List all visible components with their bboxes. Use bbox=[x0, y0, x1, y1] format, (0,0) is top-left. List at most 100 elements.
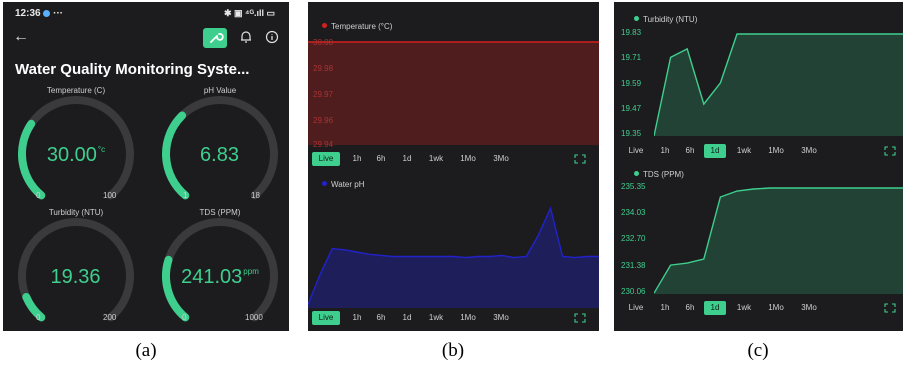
gauge-ph: pH Value 6.83 1 18 bbox=[155, 86, 285, 211]
range-1d[interactable]: 1d bbox=[402, 313, 412, 322]
range-1h[interactable]: 1h bbox=[352, 313, 362, 322]
range-1wk[interactable]: 1wk bbox=[736, 303, 752, 312]
gauge-min: 0 bbox=[182, 313, 187, 322]
range-6h[interactable]: 6h bbox=[376, 154, 386, 163]
range-3mo[interactable]: 3Mo bbox=[493, 313, 509, 322]
gauge-arc bbox=[162, 96, 278, 200]
range-live[interactable]: Live bbox=[312, 152, 340, 166]
charts-temperature-ph: Temperature (°C) 30.00 29.98 29.97 29.96… bbox=[308, 2, 599, 331]
notification-icon bbox=[43, 10, 51, 17]
range-1wk[interactable]: 1wk bbox=[428, 154, 444, 163]
gauge-max: 200 bbox=[103, 313, 117, 322]
range-live[interactable]: Live bbox=[628, 303, 644, 312]
gauge-temperature: Temperature (C) 30.00°c 0 100 bbox=[11, 86, 141, 211]
y-tick: 234.03 bbox=[621, 208, 646, 217]
gauge-label: Temperature (C) bbox=[46, 86, 106, 95]
range-1h[interactable]: 1h bbox=[660, 303, 670, 312]
info-icon[interactable] bbox=[265, 30, 279, 44]
charts-turbidity-tds: Turbidity (NTU) 19.83 19.71 19.59 19.47 … bbox=[614, 2, 903, 331]
range-live[interactable]: Live bbox=[628, 146, 644, 155]
gauge-min: 0 bbox=[36, 191, 41, 200]
gauge-min: 1 bbox=[183, 191, 188, 200]
gauge-max: 18 bbox=[251, 191, 260, 200]
range-3mo[interactable]: 3Mo bbox=[493, 154, 509, 163]
series-area bbox=[654, 188, 903, 294]
range-1h[interactable]: 1h bbox=[660, 146, 670, 155]
arrow-left-icon[interactable]: ← bbox=[13, 28, 29, 45]
caption-a: (a) bbox=[135, 340, 157, 361]
tds-chart bbox=[654, 187, 903, 294]
range-live[interactable]: Live bbox=[312, 311, 340, 325]
y-tick: 19.47 bbox=[621, 104, 642, 113]
range-1wk[interactable]: 1wk bbox=[736, 146, 752, 155]
page-title: Water Quality Monitoring Syste... bbox=[15, 61, 250, 78]
expand-icon[interactable] bbox=[884, 146, 896, 156]
gauge-value: 30.00°c bbox=[46, 144, 106, 166]
series-line bbox=[654, 33, 903, 137]
legend-dot bbox=[634, 171, 639, 176]
y-tick: 19.83 bbox=[621, 28, 642, 37]
y-tick: 231.38 bbox=[621, 261, 646, 270]
series-area bbox=[308, 208, 599, 308]
series-area bbox=[308, 42, 599, 145]
wrench-icon bbox=[210, 33, 224, 43]
y-tick: 29.96 bbox=[313, 116, 334, 125]
range-3mo[interactable]: 3Mo bbox=[801, 303, 817, 312]
expand-icon[interactable] bbox=[574, 154, 586, 164]
time-range-selector: Live 1h 6h 1d 1wk 1Mo 3Mo bbox=[312, 152, 512, 166]
gauge-fill bbox=[18, 119, 46, 200]
y-tick: 19.35 bbox=[621, 129, 642, 138]
range-1wk[interactable]: 1wk bbox=[428, 313, 444, 322]
y-tick: 235.35 bbox=[621, 182, 646, 191]
gauge-label: pH Value bbox=[203, 86, 237, 95]
gauge-label: TDS (PPM) bbox=[199, 208, 241, 217]
y-tick: 29.98 bbox=[313, 64, 334, 73]
range-1d[interactable]: 1d bbox=[402, 154, 412, 163]
range-1mo[interactable]: 1Mo bbox=[460, 154, 476, 163]
expand-icon[interactable] bbox=[574, 313, 586, 323]
gauge-min: 0 bbox=[36, 313, 41, 322]
caption-c: (c) bbox=[747, 340, 769, 361]
range-1d[interactable]: 1d bbox=[704, 144, 726, 158]
status-time: 12:36 ··· bbox=[15, 8, 64, 19]
range-1mo[interactable]: 1Mo bbox=[460, 313, 476, 322]
y-tick: 19.59 bbox=[621, 79, 642, 88]
range-1mo[interactable]: 1Mo bbox=[768, 303, 784, 312]
gauge-track bbox=[18, 218, 134, 322]
y-tick: 30.00 bbox=[313, 38, 334, 47]
ph-chart bbox=[308, 206, 599, 308]
range-6h[interactable]: 6h bbox=[685, 146, 695, 155]
range-6h[interactable]: 6h bbox=[376, 313, 386, 322]
gauge-arc bbox=[162, 218, 278, 322]
range-3mo[interactable]: 3Mo bbox=[801, 146, 817, 155]
status-icons: ✱ ▣ ⁴ᴳ.ıll ▭ bbox=[223, 8, 275, 18]
caption-b: (b) bbox=[441, 340, 465, 361]
range-6h[interactable]: 6h bbox=[685, 303, 695, 312]
series-area bbox=[654, 34, 903, 136]
gauge-value: 6.83 bbox=[200, 144, 239, 166]
chart-legend: TDS (PPM) bbox=[634, 170, 684, 179]
chart-legend: Water pH bbox=[322, 180, 365, 189]
gauge-tds: TDS (PPM) 241.03ppm 0 1000 bbox=[155, 208, 285, 331]
gauge-max: 100 bbox=[103, 191, 117, 200]
bell-icon[interactable] bbox=[239, 30, 253, 44]
dashboard-screen: 12:36 ··· ✱ ▣ ⁴ᴳ.ıll ▭ ← Water Quality M… bbox=[3, 2, 289, 331]
y-tick: 230.06 bbox=[621, 287, 646, 296]
range-1mo[interactable]: 1Mo bbox=[768, 146, 784, 155]
gauge-fill bbox=[22, 292, 46, 322]
settings-button[interactable] bbox=[203, 28, 227, 48]
legend-dot bbox=[322, 23, 327, 28]
range-1d[interactable]: 1d bbox=[704, 301, 726, 315]
gauge-max: 1000 bbox=[245, 313, 263, 322]
gauge-label: Turbidity (NTU) bbox=[48, 208, 104, 217]
gauge-fill bbox=[162, 111, 190, 200]
y-tick: 29.94 bbox=[313, 140, 334, 149]
gauge-value: 241.03ppm bbox=[181, 266, 259, 288]
series-line bbox=[654, 187, 903, 294]
time-range-selector: Live 1h 6h 1d 1wk 1Mo 3Mo bbox=[312, 311, 512, 325]
turbidity-chart bbox=[654, 33, 903, 137]
legend-dot bbox=[322, 181, 327, 186]
range-1h[interactable]: 1h bbox=[352, 154, 362, 163]
expand-icon[interactable] bbox=[884, 303, 896, 313]
temperature-chart bbox=[308, 41, 599, 145]
